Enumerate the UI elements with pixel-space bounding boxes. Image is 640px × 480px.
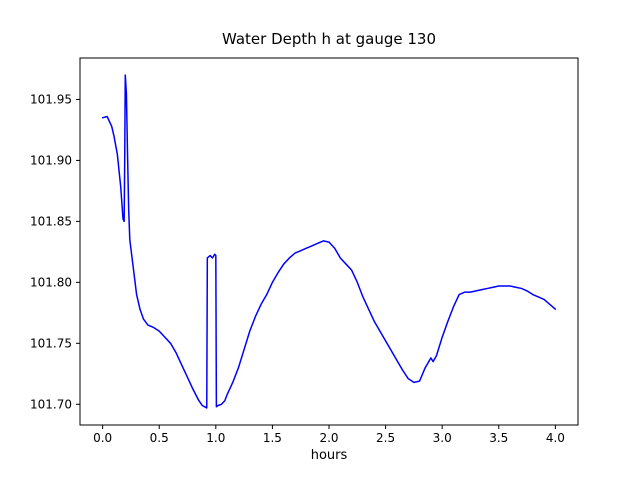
x-tick-label: 4.0 bbox=[546, 431, 565, 445]
x-tick-label: 1.5 bbox=[263, 431, 282, 445]
x-axis-label: hours bbox=[310, 448, 348, 463]
x-tick-label: 3.5 bbox=[489, 431, 508, 445]
y-tick-label: 101.90 bbox=[30, 153, 72, 167]
y-tick-label: 101.70 bbox=[30, 397, 72, 411]
y-tick-label: 101.85 bbox=[30, 214, 72, 228]
y-tick-label: 101.80 bbox=[30, 275, 72, 289]
x-tick-label: 1.0 bbox=[206, 431, 225, 445]
x-tick-label: 0.5 bbox=[150, 431, 169, 445]
line-series-water-depth-h bbox=[101, 74, 557, 409]
x-tick-label: 3.0 bbox=[433, 431, 452, 445]
y-tick-label: 101.75 bbox=[30, 336, 72, 350]
x-tick-label: 2.0 bbox=[319, 431, 338, 445]
x-tick-label: 0.0 bbox=[93, 431, 112, 445]
x-tick-label: 2.5 bbox=[376, 431, 395, 445]
chart-title: Water Depth h at gauge 130 bbox=[221, 30, 437, 48]
y-tick-label: 101.95 bbox=[30, 92, 72, 106]
